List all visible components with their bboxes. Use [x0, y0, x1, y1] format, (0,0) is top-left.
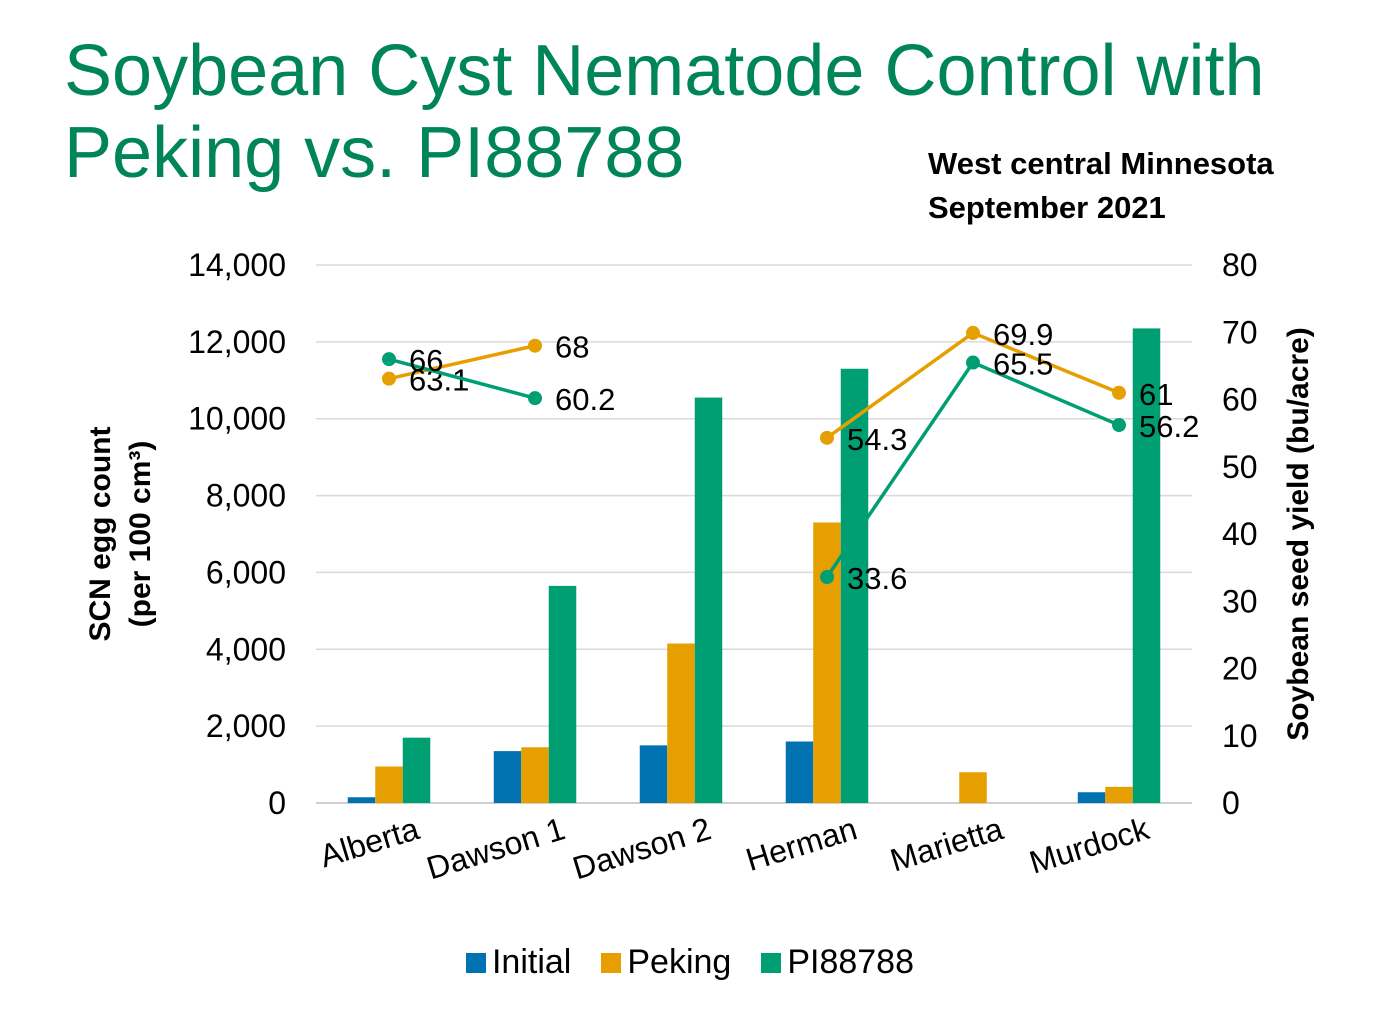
y2-axis-title: Soybean seed yield (bu/acre): [1282, 327, 1315, 740]
line-segment-pi88788: [825, 361, 975, 579]
point-peking: [966, 325, 980, 340]
bar-peking-herman: [813, 522, 841, 803]
subtitle-region: West central Minnesota: [928, 146, 1274, 181]
y2-tick-label: 70: [1222, 314, 1258, 350]
y2-tick-label: 20: [1222, 651, 1258, 687]
x-tick-label: Marietta: [886, 810, 1007, 878]
x-tick-label: Murdock: [1025, 810, 1154, 881]
point-peking: [382, 371, 396, 386]
legend-swatch-pi88788: [761, 952, 782, 973]
y-tick-label: 12,000: [188, 324, 286, 360]
y2-tick-label: 0: [1222, 785, 1240, 821]
chart-title: Soybean Cyst Nematode Control with Pekin…: [64, 31, 1265, 193]
bar-peking-marietta: [959, 772, 987, 803]
bar-initial-murdock: [1077, 792, 1106, 803]
x-tick-label: Dawson 2: [568, 810, 715, 886]
bar-pi88788-murdock: [1132, 328, 1161, 803]
y-axis-title-line1: SCN egg count: [84, 426, 117, 641]
data-label-peking: 54.3: [847, 422, 907, 457]
bar-peking-dawson-1: [521, 747, 549, 803]
x-tick-label: Dawson 1: [422, 810, 569, 886]
y-tick-label: 2,000: [206, 708, 286, 744]
legend-swatch-peking: [601, 952, 622, 973]
chart-legend: Initial Peking PI88788: [0, 943, 1380, 982]
legend-label-peking: Peking: [627, 943, 732, 981]
legend-item-initial: Initial: [465, 943, 572, 982]
y-tick-label: 10,000: [188, 401, 286, 437]
y2-tick-label: 80: [1222, 247, 1258, 283]
bar-peking-dawson-2: [667, 643, 695, 803]
bar-initial-dawson-1: [493, 751, 522, 803]
x-tick-label: Alberta: [316, 810, 424, 874]
y-tick-label: 6,000: [206, 554, 286, 590]
data-label-pi88788: 60.2: [555, 382, 615, 417]
line-segment-pi88788: [972, 360, 1120, 427]
legend-item-pi88788: PI88788: [761, 943, 914, 982]
line-segment-peking: [388, 343, 536, 381]
line-segment-peking: [825, 331, 975, 440]
bar-peking-alberta: [375, 766, 403, 803]
bar-initial-alberta: [347, 797, 376, 803]
point-pi88788: [820, 570, 834, 585]
bar-pi88788-herman: [840, 368, 869, 803]
legend-label-initial: Initial: [491, 943, 572, 981]
line-segment-pi88788: [388, 357, 536, 400]
legend-item-peking: Peking: [601, 943, 731, 982]
chart-subtitle: West central Minnesota September 2021: [928, 142, 1274, 230]
point-pi88788: [1112, 418, 1126, 433]
data-label-pi88788: 66: [409, 343, 443, 378]
y-tick-label: 8,000: [206, 478, 286, 514]
data-label-peking: 69.9: [993, 317, 1053, 352]
bar-initial-dawson-2: [639, 745, 668, 803]
y2-tick-label: 60: [1222, 382, 1258, 418]
y-tick-label: 14,000: [188, 247, 286, 283]
data-label-peking: 68: [555, 330, 589, 365]
bar-initial-herman: [785, 741, 814, 803]
line-segment-peking: [972, 331, 1120, 395]
data-label-pi88788: 33.6: [847, 561, 907, 596]
y2-tick-label: 30: [1222, 583, 1258, 619]
y2-tick-label: 40: [1222, 516, 1258, 552]
y2-tick-label: 50: [1222, 449, 1258, 485]
bar-pi88788-dawson-2: [694, 397, 723, 803]
bar-pi88788-dawson-1: [548, 585, 577, 803]
data-label-peking: 61: [1139, 377, 1173, 412]
y2-tick-label: 10: [1222, 718, 1258, 754]
y-tick-label: 4,000: [206, 631, 286, 667]
bar-peking-murdock: [1105, 786, 1133, 803]
point-peking: [1112, 385, 1126, 400]
x-tick-label: Herman: [742, 810, 861, 878]
data-label-pi88788: 65.5: [993, 347, 1053, 382]
point-pi88788: [528, 391, 542, 406]
point-pi88788: [966, 355, 980, 370]
legend-label-pi88788: PI88788: [787, 943, 914, 981]
point-peking: [820, 430, 834, 445]
y-tick-label: 0: [268, 785, 286, 821]
legend-swatch-initial: [465, 952, 486, 973]
point-peking: [528, 338, 542, 353]
subtitle-date: September 2021: [928, 190, 1166, 225]
y-axis-title-line2: (per 100 cm³): [124, 441, 157, 628]
data-label-pi88788: 56.2: [1139, 409, 1199, 444]
bar-pi88788-alberta: [402, 737, 431, 803]
point-pi88788: [382, 352, 396, 367]
